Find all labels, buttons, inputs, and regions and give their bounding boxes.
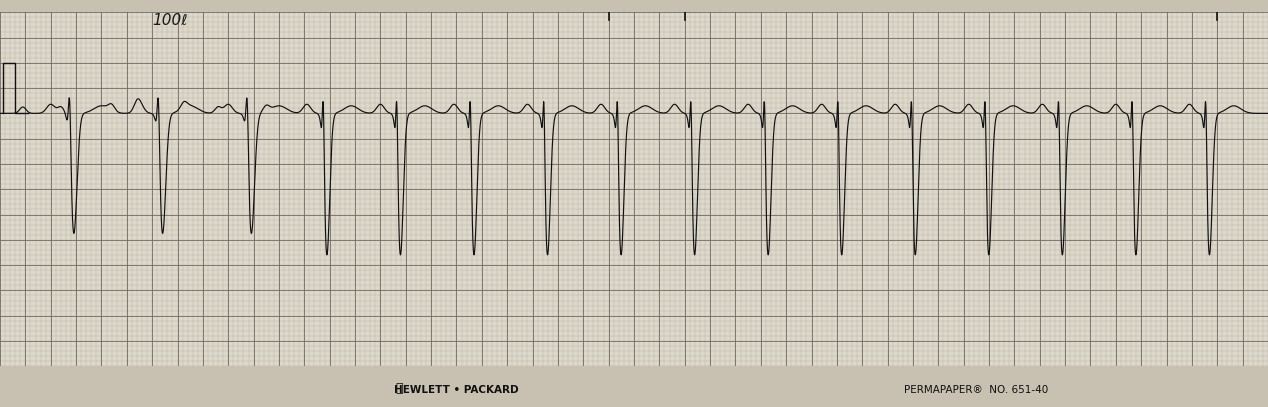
Text: ⓒ: ⓒ xyxy=(396,382,403,395)
Text: HEWLETT • PACKARD: HEWLETT • PACKARD xyxy=(394,385,519,395)
Text: PERMAPAPER®  NO. 651-40: PERMAPAPER® NO. 651-40 xyxy=(904,385,1049,395)
Text: 100ℓ: 100ℓ xyxy=(152,13,188,28)
